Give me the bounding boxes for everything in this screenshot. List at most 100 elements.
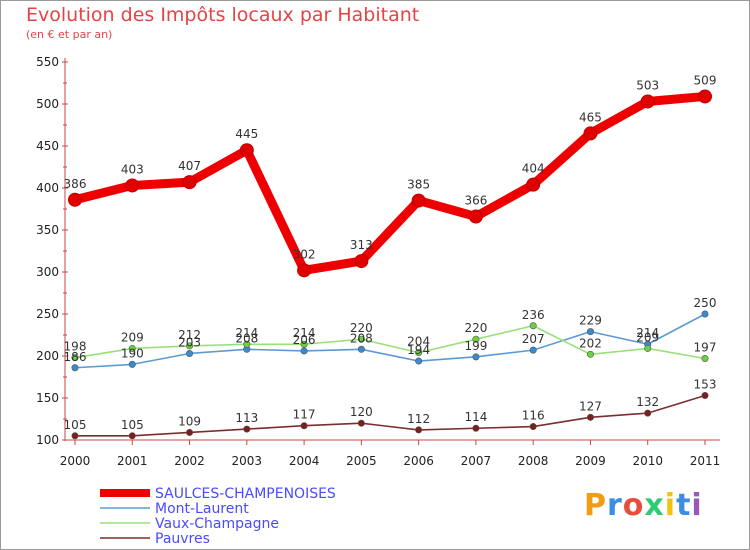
data-label: 313: [350, 238, 373, 252]
data-point: [186, 349, 194, 357]
data-label: 403: [121, 162, 144, 176]
chart-title: Evolution des Impôts locaux par Habitant: [26, 4, 420, 26]
data-point: [71, 432, 79, 440]
data-label: 132: [636, 395, 659, 409]
series-line-saulces-champenoises: [70, 91, 710, 275]
data-point: [186, 428, 194, 436]
data-label: 113: [235, 411, 258, 425]
data-label: 204: [407, 335, 430, 349]
data-label: 197: [694, 341, 717, 355]
data-label: 198: [64, 340, 87, 354]
data-point: [583, 126, 598, 141]
x-tick-label: 2006: [403, 454, 434, 468]
data-point: [415, 349, 423, 357]
y-tick-label: 250: [36, 307, 59, 321]
data-point: [357, 335, 365, 343]
data-point: [472, 424, 480, 432]
data-label: 208: [350, 331, 373, 345]
data-point: [529, 322, 537, 330]
data-label: 214: [235, 326, 258, 340]
data-label: 203: [178, 335, 201, 349]
y-tick-label: 450: [36, 139, 59, 153]
data-label: 503: [636, 78, 659, 92]
data-label: 214: [636, 326, 659, 340]
x-tick-label: 2003: [232, 454, 263, 468]
data-label: 117: [293, 408, 316, 422]
data-label: 207: [522, 332, 545, 346]
data-point: [300, 340, 308, 348]
data-point: [640, 94, 655, 109]
data-label: 186: [64, 350, 87, 364]
data-point: [243, 425, 251, 433]
logo-letter: t: [676, 488, 692, 523]
data-label: 220: [464, 321, 487, 335]
data-label: 250: [694, 296, 717, 310]
x-tick-label: 2011: [690, 454, 721, 468]
data-label: 194: [407, 343, 430, 357]
data-label: 386: [64, 177, 87, 191]
legend-label: SAULCES-CHAMPENOISES: [155, 486, 336, 502]
data-point: [182, 175, 197, 190]
data-label: 214: [293, 326, 316, 340]
y-tick-label: 150: [36, 391, 59, 405]
data-label: 236: [522, 308, 545, 322]
y-tick-label: 200: [36, 349, 59, 363]
data-point: [125, 178, 140, 193]
logo-letter: i: [691, 488, 703, 523]
x-tick-label: 2000: [60, 454, 91, 468]
data-point: [468, 209, 483, 224]
y-tick-label: 350: [36, 223, 59, 237]
data-point: [415, 357, 423, 365]
data-label: 109: [178, 414, 201, 428]
data-point: [243, 340, 251, 348]
logo-letter: r: [607, 488, 623, 523]
x-tick-label: 2002: [174, 454, 205, 468]
data-label: 212: [178, 328, 201, 342]
data-label: 220: [350, 321, 373, 335]
data-point: [297, 263, 312, 278]
logo-letter: i: [664, 488, 677, 523]
data-point: [354, 254, 369, 269]
legend-label: Mont-Laurent: [155, 501, 249, 517]
data-point: [128, 432, 136, 440]
y-tick-label: 550: [36, 55, 59, 69]
x-tick-label: 2007: [461, 454, 492, 468]
data-label: 385: [407, 178, 430, 192]
data-point: [128, 360, 136, 368]
data-point: [415, 426, 423, 434]
data-point: [357, 345, 365, 353]
data-point: [644, 409, 652, 417]
data-point: [472, 335, 480, 343]
data-label: 229: [579, 314, 602, 328]
data-label: 112: [407, 412, 430, 426]
data-label: 116: [522, 409, 545, 423]
series-line-pauvres: [74, 394, 706, 437]
data-label: 209: [636, 330, 659, 344]
data-label: 105: [121, 418, 144, 432]
data-label: 509: [694, 73, 717, 87]
logo-letter: P: [584, 488, 607, 523]
data-point: [701, 355, 709, 363]
y-tick-label: 100: [36, 433, 59, 447]
data-label: 302: [293, 247, 316, 261]
data-label: 209: [121, 330, 144, 344]
data-label: 120: [350, 405, 373, 419]
data-point: [128, 344, 136, 352]
legend-label: Pauvres: [155, 531, 210, 547]
proxiti-logo: Proxiti: [584, 488, 703, 523]
data-point: [71, 354, 79, 362]
x-tick-label: 2009: [575, 454, 606, 468]
data-point: [186, 342, 194, 350]
data-point: [529, 346, 537, 354]
data-label: 105: [64, 418, 87, 432]
data-point: [357, 419, 365, 427]
y-tick-label: 300: [36, 265, 59, 279]
data-point: [586, 350, 594, 358]
data-point: [472, 353, 480, 361]
data-label: 404: [522, 162, 545, 176]
data-label: 407: [178, 159, 201, 173]
data-point: [701, 391, 709, 399]
x-tick-label: 2005: [346, 454, 377, 468]
